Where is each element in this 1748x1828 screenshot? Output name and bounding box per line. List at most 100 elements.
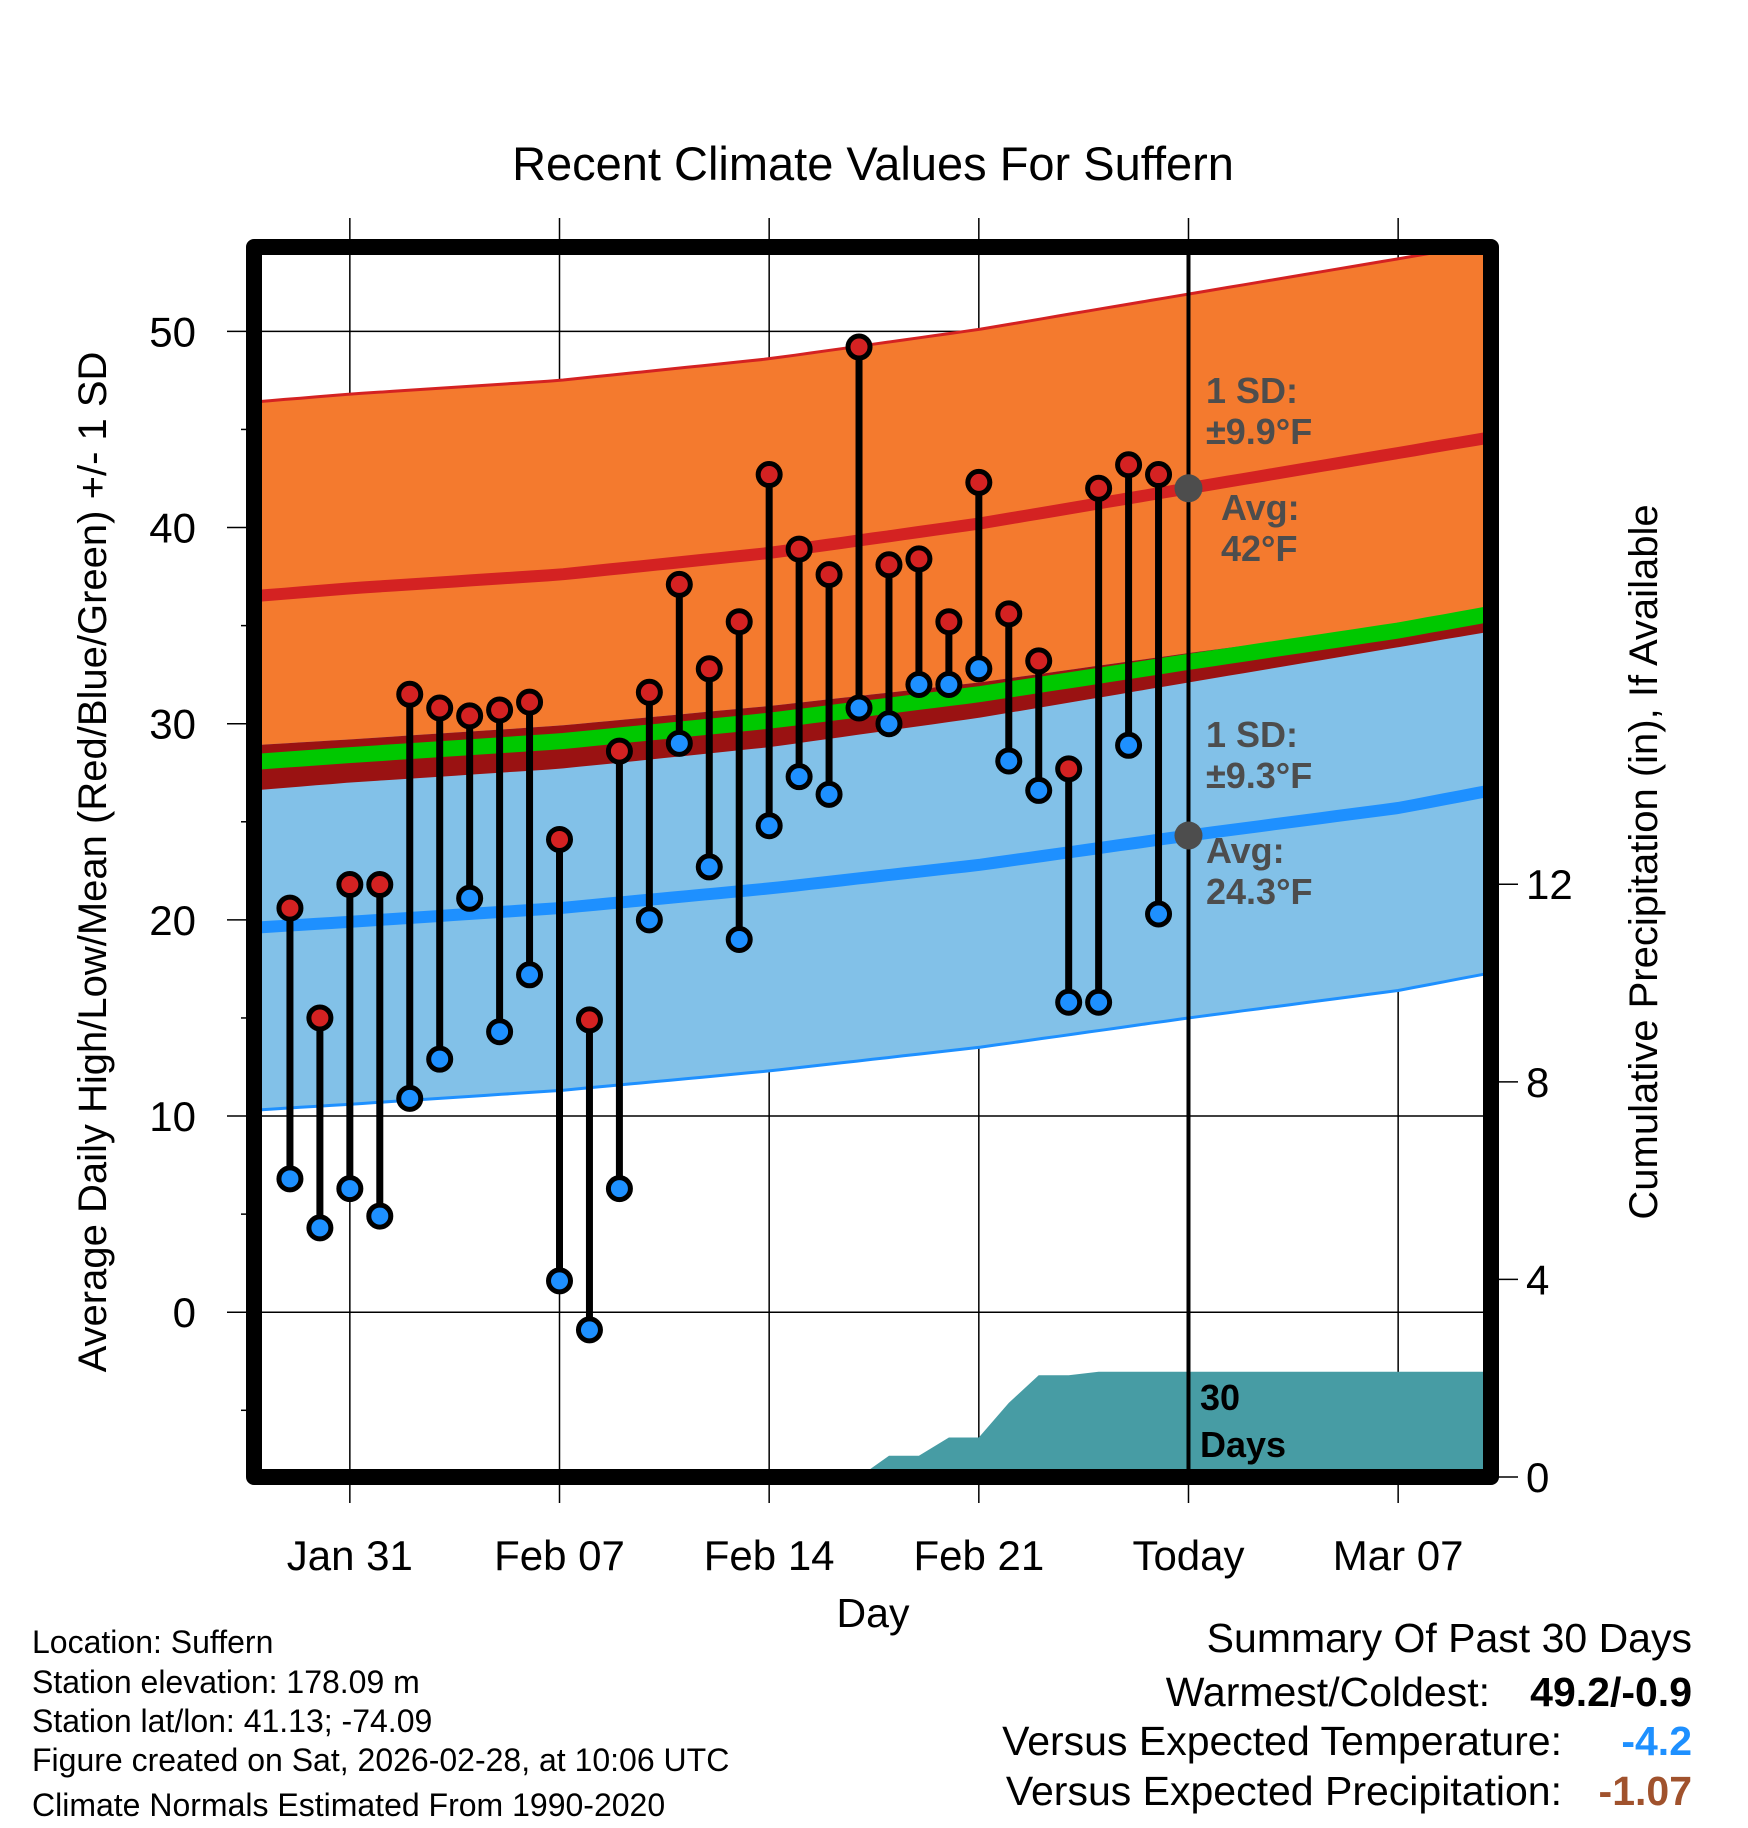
high-temp-point (995, 600, 1023, 628)
info-location: Location: Suffern (32, 1624, 273, 1660)
high-temp-point (396, 680, 424, 708)
low-avg-value: 24.3°F (1206, 871, 1312, 912)
summary-warmest-coldest-label: Warmest/Coldest: (1166, 1669, 1490, 1715)
low-avg-marker (1174, 821, 1203, 850)
low-temp-point (426, 1045, 454, 1073)
low-temp-point (815, 780, 843, 808)
y-tick-label: 30 (149, 701, 196, 748)
low-lower-sd-line (254, 971, 1491, 1112)
summary-warmest-coldest-value: 49.2/-0.9 (1530, 1669, 1692, 1715)
low-temp-point (1055, 988, 1083, 1016)
low-temp-point (665, 729, 693, 757)
low-temp-point (755, 812, 783, 840)
low-avg-label: Avg: (1206, 830, 1285, 871)
high-temp-point (965, 468, 993, 496)
high-temp-point (1085, 474, 1113, 502)
high-temp-point (426, 694, 454, 722)
y2-tick-label: 0 (1526, 1454, 1549, 1501)
info-latlon: Station lat/lon: 41.13; -74.09 (32, 1703, 432, 1739)
summary-temp-label: Versus Expected Temperature: (1002, 1718, 1562, 1764)
high-temp-point (935, 608, 963, 636)
plot-frame (246, 239, 1499, 1485)
high-temp-point (875, 551, 903, 579)
info-normals: Climate Normals Estimated From 1990-2020 (32, 1787, 665, 1823)
high-temp-point (276, 894, 304, 922)
precip-days-number: 30 (1200, 1377, 1240, 1418)
low-temp-point (965, 655, 993, 683)
high-temp-point (635, 678, 663, 706)
low-temp-point (516, 961, 544, 989)
high-temp-point (306, 1004, 334, 1032)
x-tick-label: Today (1132, 1532, 1244, 1579)
high-temp-point (1145, 461, 1173, 489)
low-sd-value: ±9.3°F (1206, 755, 1312, 796)
high-temp-point (845, 333, 873, 361)
low-temp-point (1025, 776, 1053, 804)
y-tick-label: 10 (149, 1093, 196, 1140)
low-temp-point (546, 1267, 574, 1295)
high-temp-point (1115, 451, 1143, 479)
high-temp-point (725, 608, 753, 636)
low-temp-point (875, 710, 903, 738)
low-temp-point (695, 853, 723, 881)
x-axis-label: Day (837, 1590, 910, 1636)
x-tick-label: Mar 07 (1333, 1532, 1464, 1579)
high-temp-point (605, 737, 633, 765)
plot-area (254, 247, 1491, 1477)
low-temp-point (905, 670, 933, 698)
low-temp-point (785, 763, 813, 791)
y2-axis-label: Cumulative Precipitation (in), If Availa… (1622, 504, 1666, 1219)
high-temp-point (695, 655, 723, 683)
high-temp-point (815, 561, 843, 589)
y2-tick-label: 4 (1526, 1256, 1549, 1303)
high-temp-point (486, 696, 514, 724)
high-temp-point (1025, 647, 1053, 675)
low-temp-point (396, 1084, 424, 1112)
low-temp-point (605, 1175, 633, 1203)
summary-precip-value: -1.07 (1599, 1768, 1692, 1814)
info-elevation: Station elevation: 178.09 m (32, 1664, 420, 1700)
x-tick-label: Jan 31 (287, 1532, 413, 1579)
plot-content (254, 247, 1491, 1477)
high-mean-line (254, 431, 1491, 603)
high-avg-value: 42°F (1221, 528, 1297, 569)
low-temp-point (995, 747, 1023, 775)
y-tick-label: 40 (149, 505, 196, 552)
low-temp-point (935, 670, 963, 698)
high-temp-point (905, 545, 933, 573)
high-sd-label: 1 SD: (1206, 370, 1298, 411)
x-tick-label: Feb 07 (494, 1532, 625, 1579)
high-temp-point (755, 461, 783, 489)
low-temp-point (1145, 900, 1173, 928)
high-temp-point (546, 825, 574, 853)
high-temp-point (336, 871, 364, 899)
x-tick-label: Feb 21 (913, 1532, 1044, 1579)
precip-area (289, 1371, 1491, 1477)
high-temp-point (456, 702, 484, 730)
chart-title: Recent Climate Values For Suffern (512, 137, 1234, 190)
low-temp-point (276, 1165, 304, 1193)
y-axis-label: Average Daily High/Low/Mean (Red/Blue/Gr… (71, 352, 115, 1373)
low-temp-point (575, 1316, 603, 1344)
high-temp-point (785, 535, 813, 563)
high-avg-marker (1174, 474, 1203, 503)
high-temp-point (366, 871, 394, 899)
high-temp-point (516, 688, 544, 716)
low-sd-label: 1 SD: (1206, 714, 1298, 755)
y2-tick-label: 8 (1526, 1059, 1549, 1106)
low-temp-point (306, 1214, 334, 1242)
y2-tick-label: 12 (1526, 861, 1573, 908)
low-temp-point (336, 1175, 364, 1203)
low-temp-point (486, 1018, 514, 1046)
y-tick-label: 0 (173, 1289, 196, 1336)
low-temp-point (456, 884, 484, 912)
high-temp-point (665, 570, 693, 598)
info-created: Figure created on Sat, 2026-02-28, at 10… (32, 1742, 729, 1778)
high-sd-value: ±9.9°F (1206, 411, 1312, 452)
summary-temp-value: -4.2 (1621, 1718, 1692, 1764)
low-mean-line (254, 784, 1491, 934)
precip-days-label: Days (1200, 1424, 1286, 1465)
low-temp-point (366, 1202, 394, 1230)
y-tick-label: 50 (149, 308, 196, 355)
high-temp-point (1055, 755, 1083, 783)
